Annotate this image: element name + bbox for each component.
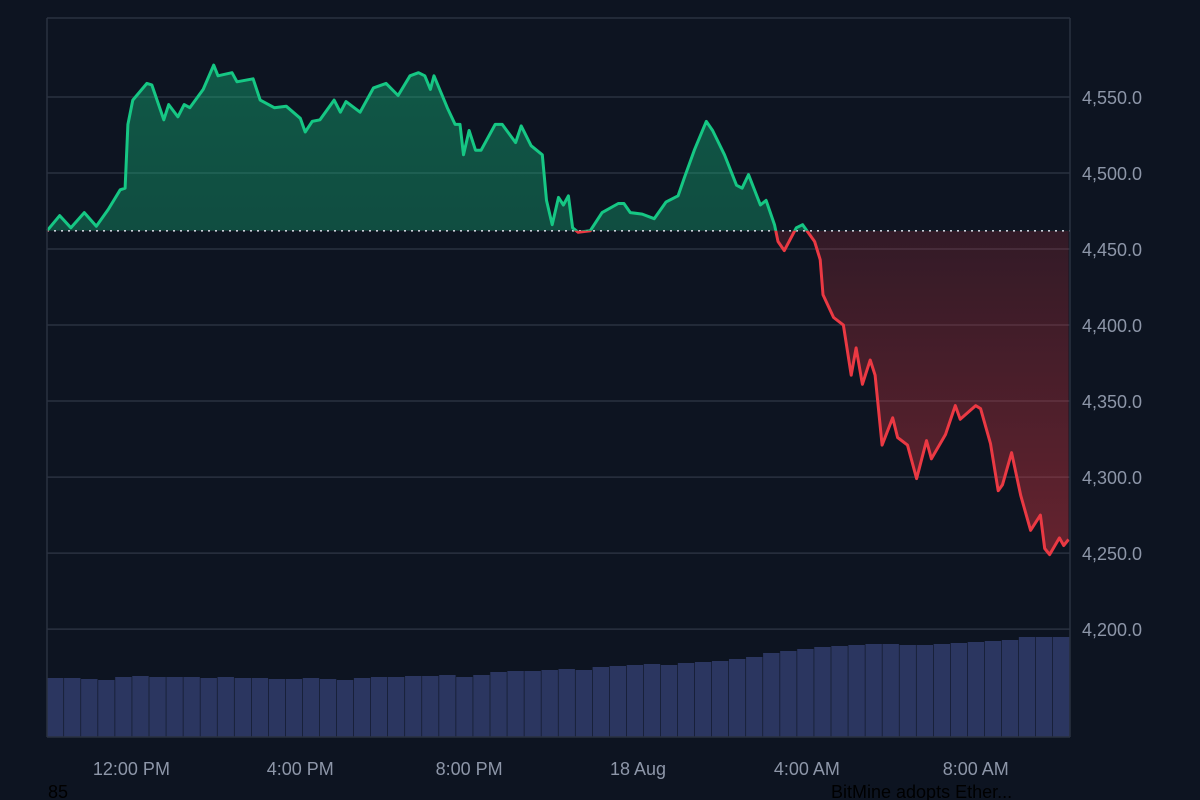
x-tick-label: 4:00 AM — [774, 759, 840, 779]
volume-bar — [694, 662, 712, 737]
volume-bar — [166, 677, 183, 737]
volume-bar — [1001, 640, 1019, 737]
x-tick-label: 12:00 PM — [93, 759, 170, 779]
x-tick-label: 8:00 PM — [436, 759, 503, 779]
volume-bar — [865, 644, 882, 737]
volume-bar — [524, 671, 541, 737]
volume-bar — [47, 678, 64, 737]
volume-bar — [98, 680, 115, 737]
volume-bar — [933, 644, 951, 737]
volume-bar — [848, 645, 865, 737]
volume-bar — [950, 643, 968, 737]
volume-bar — [541, 670, 558, 737]
price-line-down — [47, 230, 1070, 557]
volume-bar — [967, 642, 985, 737]
volume-bar — [285, 679, 303, 737]
area-fill-up — [47, 65, 1069, 231]
volume-bar — [660, 665, 678, 737]
volume-bars — [47, 637, 1070, 737]
volume-bar — [268, 679, 286, 737]
volume-bar — [592, 667, 610, 737]
volume-bar — [558, 669, 575, 737]
volume-bar — [1035, 637, 1053, 737]
volume-bar — [422, 676, 439, 737]
footer-left-text: 85 — [48, 782, 68, 800]
volume-bar — [609, 666, 627, 737]
volume-bar — [64, 678, 81, 737]
volume-bar — [643, 664, 661, 737]
volume-bar — [746, 657, 763, 737]
volume-bar — [336, 680, 354, 737]
volume-bar — [626, 665, 644, 737]
volume-bar — [882, 644, 899, 737]
x-tick-label: 4:00 PM — [267, 759, 334, 779]
volume-bar — [677, 663, 695, 737]
x-tick-label: 8:00 AM — [943, 759, 1009, 779]
y-tick-label: 4,400.0 — [1082, 316, 1142, 336]
volume-bar — [217, 677, 234, 737]
price-line-up — [45, 63, 809, 231]
volume-bar — [473, 675, 490, 737]
volume-bar — [899, 645, 916, 737]
volume-bar — [490, 672, 507, 737]
volume-bar — [370, 677, 388, 737]
volume-bar — [814, 647, 831, 737]
volume-bar — [319, 679, 337, 737]
area-fill-down — [576, 230, 1069, 555]
volume-bar — [149, 677, 166, 737]
y-tick-label: 4,500.0 — [1082, 164, 1142, 184]
volume-bar — [115, 677, 132, 737]
volume-bar — [183, 677, 200, 737]
volume-bar — [405, 676, 422, 737]
volume-bar — [302, 678, 320, 737]
volume-bar — [200, 678, 217, 737]
volume-bar — [353, 678, 371, 737]
volume-bar — [456, 677, 473, 737]
volume-bar — [1052, 637, 1070, 737]
y-tick-label: 4,300.0 — [1082, 468, 1142, 488]
volume-bar — [234, 678, 251, 737]
volume-bar — [1018, 637, 1036, 737]
volume-bar — [439, 675, 456, 737]
x-tick-label: 18 Aug — [610, 759, 666, 779]
volume-bar — [251, 678, 269, 737]
volume-bar — [916, 645, 933, 737]
volume-bar — [729, 659, 746, 737]
volume-bar — [132, 676, 149, 737]
plot-frame — [46, 17, 1071, 738]
y-axis: 4,200.0 4,250.0 4,300.0 4,350.0 4,400.0 4,450… — [1082, 88, 1142, 640]
y-tick-label: 4,550.0 — [1082, 88, 1142, 108]
volume-bar — [984, 641, 1002, 737]
volume-bar — [780, 651, 797, 737]
volume-bar — [507, 671, 524, 737]
news-headline-link[interactable]: BitMine adopts Ether... — [831, 782, 1012, 800]
y-tick-label: 4,200.0 — [1082, 620, 1142, 640]
y-tick-label: 4,450.0 — [1082, 240, 1142, 260]
volume-bar — [388, 677, 405, 737]
volume-bar — [711, 661, 729, 737]
volume-bar — [797, 649, 814, 737]
volume-bar — [81, 679, 98, 737]
volume-bar — [763, 653, 780, 737]
y-tick-label: 4,350.0 — [1082, 392, 1142, 412]
volume-bar — [831, 646, 848, 737]
volume-bar — [575, 670, 592, 737]
x-axis: 12:00 PM 4:00 PM 8:00 PM 18 Aug 4:00 AM 8:00 … — [93, 759, 1009, 779]
y-tick-label: 4,250.0 — [1082, 544, 1142, 564]
